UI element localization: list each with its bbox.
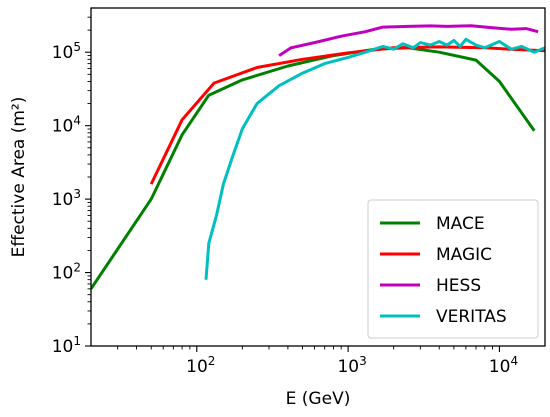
- y-tick-label: 105: [52, 40, 81, 63]
- series-line-veritas: [204, 37, 545, 280]
- x-axis-label: E (GeV): [286, 389, 351, 409]
- x-tick-label: 104: [489, 354, 518, 377]
- legend-label-magic: MAGIC: [436, 245, 492, 265]
- y-tick-label: 102: [52, 261, 81, 284]
- x-tick-label: 103: [337, 354, 366, 377]
- y-axis-label: Effective Area (m²): [9, 97, 29, 258]
- ticks-layer: 102 103 104 101 102 103 104 105: [52, 16, 518, 377]
- legend-box: [367, 199, 539, 339]
- series-layer: [91, 24, 545, 290]
- x-tick-label: 102: [186, 354, 215, 377]
- legend-label-hess: HESS: [436, 276, 481, 296]
- legend-label-mace: MACE: [436, 214, 485, 234]
- y-tick-label: 101: [52, 334, 81, 357]
- legend: MACE MAGIC HESS VERITAS: [367, 199, 539, 339]
- y-tick-label: 104: [52, 114, 81, 137]
- legend-label-veritas: VERITAS: [436, 307, 507, 327]
- series-line-hess: [278, 24, 539, 57]
- series-line-magic: [149, 45, 545, 185]
- y-tick-label: 103: [52, 187, 81, 210]
